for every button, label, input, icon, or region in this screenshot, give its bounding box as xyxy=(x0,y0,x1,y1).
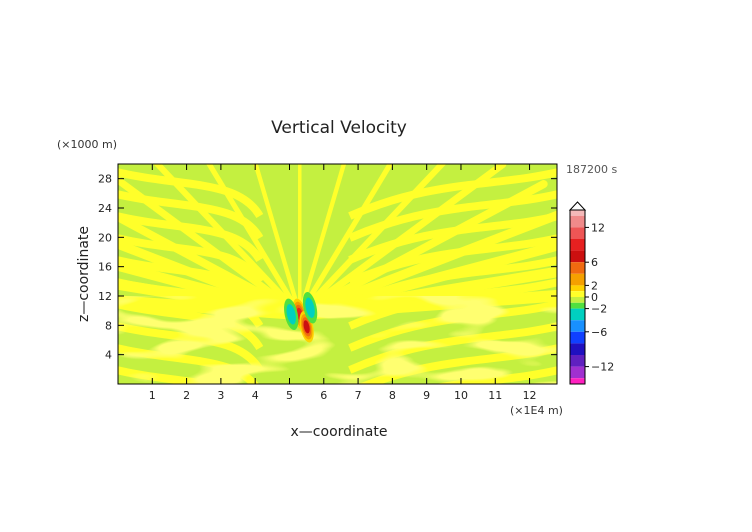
wave-band-left xyxy=(118,168,264,219)
x-tick-label: 5 xyxy=(286,389,293,402)
updraft-contour xyxy=(303,320,310,334)
plot-area xyxy=(118,164,557,384)
wave-band-right xyxy=(348,234,557,286)
colorbar-segment xyxy=(570,215,585,228)
colorbar-segment xyxy=(570,285,585,292)
downdraft-contour xyxy=(286,304,296,325)
y-tick-label: 8 xyxy=(105,319,112,332)
colorbar-segment xyxy=(570,227,585,239)
x-axis: 1 2 3 4 5 6 7 8 9 10 11 12 xyxy=(149,164,537,402)
wave-band-right xyxy=(348,168,557,220)
x-tick-label: 4 xyxy=(252,389,259,402)
colorbar-tick-label: 2 xyxy=(591,279,598,292)
y-tick-label: 4 xyxy=(105,349,112,362)
y-axis-title: z—coordinate xyxy=(76,226,92,322)
y-tick-label: 28 xyxy=(98,173,112,186)
colorbar-segment xyxy=(570,355,585,367)
colorbar-segment xyxy=(570,343,585,355)
colorbar: 12 6 20−2 −6 −12 xyxy=(568,201,614,385)
x-tick-label: 3 xyxy=(217,389,224,402)
x-tick-label: 9 xyxy=(423,389,430,402)
colorbar-segment xyxy=(570,378,585,384)
y-tick-label: 20 xyxy=(98,231,112,244)
x-tick-label: 6 xyxy=(320,389,327,402)
colorbar-segment xyxy=(570,250,585,263)
chart-title: Vertical Velocity xyxy=(271,118,407,138)
x-tick-label: 12 xyxy=(523,389,537,402)
colorbar-segment xyxy=(570,302,585,309)
x-tick-label: 1 xyxy=(149,389,156,402)
wave-ray xyxy=(297,164,347,317)
x-tick-label: 11 xyxy=(488,389,502,402)
y-tick-label: 24 xyxy=(98,202,112,215)
y-tick-label: 16 xyxy=(98,261,112,274)
colorbar-tick-label: −2 xyxy=(591,303,607,316)
wave-ray xyxy=(118,175,304,318)
x-tick-label: 8 xyxy=(389,389,396,402)
colorbar-segment xyxy=(570,239,585,251)
wave-band-right xyxy=(348,212,557,264)
x-axis-title: x—coordinate xyxy=(291,424,388,440)
colorbar-segment xyxy=(570,273,585,286)
y-unit-label: (×1000 m) xyxy=(57,138,117,151)
colorbar-extend-arrow xyxy=(568,201,587,211)
field-features xyxy=(284,292,318,343)
colorbar-segment xyxy=(570,297,585,303)
plot-frame xyxy=(117,163,558,385)
wave-ray xyxy=(253,164,302,317)
colorbar-tick-label: 12 xyxy=(591,221,605,234)
wave-ray xyxy=(296,164,447,318)
colorbar-tick-label: 0 xyxy=(591,291,598,304)
time-label: 187200 s xyxy=(566,163,617,176)
wave-band-left xyxy=(118,234,264,285)
colorbar-segment xyxy=(570,210,585,216)
downdraft-contour xyxy=(305,297,315,318)
y-tick-label: 12 xyxy=(98,290,112,303)
colorbar-segment xyxy=(570,366,585,379)
wave-ray xyxy=(297,164,394,317)
colorbar-segment xyxy=(570,262,585,274)
wave-band-right xyxy=(348,256,557,308)
wave-band-right xyxy=(348,190,557,242)
colorbar-tick-label: 6 xyxy=(591,256,598,269)
wave-band-left xyxy=(118,256,264,307)
colorbar-segment xyxy=(570,291,585,297)
lower-field-texture xyxy=(118,296,557,384)
x-tick-label: 10 xyxy=(454,389,468,402)
x-unit-label: (×1E4 m) xyxy=(510,404,563,417)
colorbar-segment xyxy=(570,331,585,344)
colorbar-tick-label: −6 xyxy=(591,326,607,339)
x-tick-label: 7 xyxy=(355,389,362,402)
y-axis: 4 8 12 16 20 24 28 xyxy=(98,173,557,362)
x-tick-label: 2 xyxy=(183,389,190,402)
colorbar-segment xyxy=(570,308,585,321)
colorbar-segment xyxy=(570,320,585,332)
wave-band-left xyxy=(118,212,264,263)
wave-band-left xyxy=(118,190,264,241)
colorbar-tick-label: −12 xyxy=(591,361,614,374)
